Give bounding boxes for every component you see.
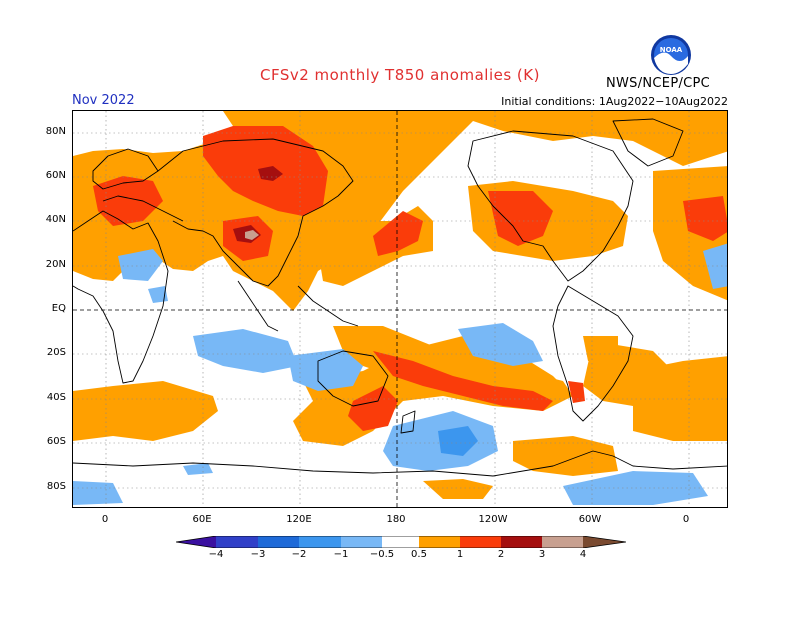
colorbar-tick: −0.5 [369,549,395,560]
colorbar-tick: −4 [208,549,224,560]
colorbar-tick: 4 [579,549,587,560]
colorbar-cell-p05-1 [419,536,460,548]
forecast-month: Nov 2022 [72,93,135,108]
lon-label-60e: 60E [192,514,212,525]
coastlines [73,118,727,477]
lat-label-40s: 40S [46,392,66,403]
colorbar-tick: 1 [456,549,464,560]
lat-label-20n: 20N [45,259,66,270]
lat-label-60n: 60N [45,170,66,181]
colorbar-tick: 2 [497,549,505,560]
lon-label-120e: 120E [286,514,312,525]
lat-label-40n: 40N [45,214,66,225]
lat-label-60s: 60S [46,436,66,447]
colorbar-cell-p3-4 [542,536,583,548]
map-reference-lines [73,111,727,507]
agency-label: NWS/NCEP/CPC [606,76,711,91]
lat-label-eq: EQ [51,303,66,314]
colorbar-cell-minus4-minus3 [216,536,258,548]
colorbar-cell-minus1-minus05 [341,536,382,548]
lon-label-0: 0 [101,514,109,525]
colorbar-tick: −1 [333,549,349,560]
lon-label-0-east: 0 [682,514,690,525]
lon-label-180: 180 [386,514,406,525]
map-title: CFSv2 monthly T850 anomalies (K) [260,66,540,84]
colorbar-tick: 0.5 [411,549,427,560]
lat-label-80s: 80S [46,481,66,492]
colorbar-tick: 3 [538,549,546,560]
anomaly-shading-strong [93,126,727,431]
lon-label-60w: 60W [578,514,602,525]
colorbar-tick: −2 [291,549,307,560]
anomaly-shading-extreme [245,230,259,240]
colorbar-cell-minus2-minus1 [299,536,341,548]
colorbar-cell-minus3-minus2 [258,536,299,548]
noaa-logo: NOAA [651,35,691,75]
colorbar-tick: −3 [250,549,266,560]
initial-conditions: Initial conditions: 1Aug2022−10Aug2022 [501,95,728,108]
svg-text:NOAA: NOAA [660,46,683,54]
lon-label-120w: 120W [478,514,508,525]
lat-label-20s: 20S [46,347,66,358]
colorbar-cell-neutral [382,536,419,548]
anomaly-shading-negative-strong [438,426,478,456]
anomaly-map [72,110,728,508]
lat-label-80n: 80N [45,126,66,137]
colorbar-cell-p1-2 [460,536,501,548]
colorbar-cell-p2-3 [501,536,542,548]
colorbar-cell-gt4 [583,536,626,548]
colorbar [176,536,626,548]
colorbar-cell-lt-minus4 [176,536,216,548]
